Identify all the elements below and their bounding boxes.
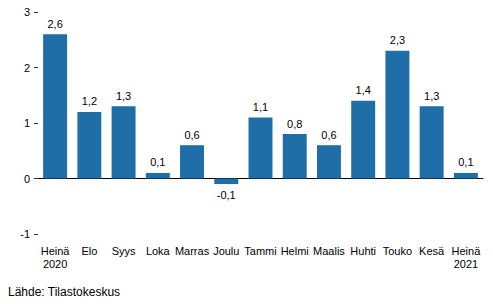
svg-text:2,3: 2,3 [390, 34, 405, 46]
svg-text:-0,1: -0,1 [217, 189, 236, 201]
svg-text:0: 0 [24, 173, 30, 185]
svg-text:Tammi: Tammi [244, 245, 276, 257]
svg-text:2020: 2020 [43, 258, 67, 270]
svg-text:Helmi: Helmi [281, 245, 309, 257]
svg-text:3: 3 [24, 6, 30, 18]
svg-text:Lähde: Tilastokeskus: Lähde: Tilastokeskus [8, 285, 120, 299]
svg-text:Maalis: Maalis [313, 245, 345, 257]
svg-text:Touko: Touko [383, 245, 412, 257]
svg-text:Heinä: Heinä [452, 245, 482, 257]
svg-text:0,1: 0,1 [150, 156, 165, 168]
svg-text:0,6: 0,6 [321, 129, 336, 141]
svg-text:1,4: 1,4 [356, 84, 371, 96]
svg-text:Elo: Elo [81, 245, 97, 257]
svg-text:1,3: 1,3 [116, 90, 131, 102]
svg-text:1,1: 1,1 [253, 101, 268, 113]
svg-text:Huhti: Huhti [350, 245, 376, 257]
svg-text:Marras: Marras [175, 245, 210, 257]
svg-text:1: 1 [24, 117, 30, 129]
svg-text:2,6: 2,6 [47, 18, 62, 30]
svg-text:Kesä: Kesä [419, 245, 445, 257]
svg-text:Loka: Loka [146, 245, 171, 257]
svg-text:-1: -1 [20, 228, 30, 240]
svg-text:Joulu: Joulu [213, 245, 239, 257]
svg-text:0,6: 0,6 [184, 129, 199, 141]
svg-text:Syys: Syys [112, 245, 136, 257]
svg-text:2021: 2021 [454, 258, 478, 270]
svg-text:1,3: 1,3 [424, 90, 439, 102]
svg-text:0,8: 0,8 [287, 118, 302, 130]
svg-text:Heinä: Heinä [41, 245, 71, 257]
svg-text:0,1: 0,1 [458, 156, 473, 168]
svg-text:2: 2 [24, 62, 30, 74]
svg-text:1,2: 1,2 [82, 95, 97, 107]
